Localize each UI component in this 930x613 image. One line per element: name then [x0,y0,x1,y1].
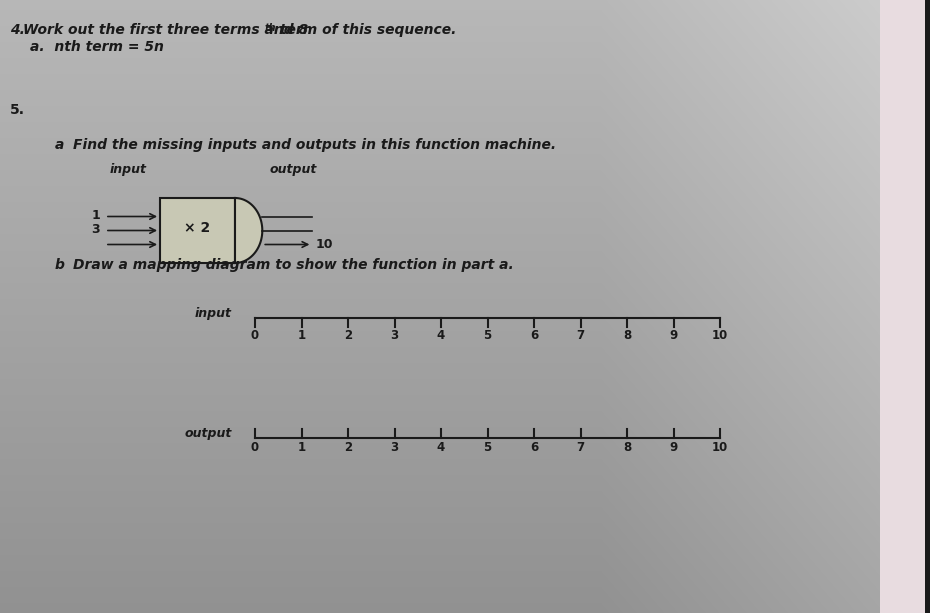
Text: input: input [195,308,232,321]
Text: a: a [55,138,64,152]
Text: 8: 8 [623,441,631,454]
Text: Find the missing inputs and outputs in this function machine.: Find the missing inputs and outputs in t… [73,138,556,152]
Text: output: output [185,427,232,441]
Text: 7: 7 [577,329,585,342]
Text: 1: 1 [91,209,100,222]
Text: 2: 2 [344,441,352,454]
Text: 4.: 4. [10,23,25,37]
Text: 0: 0 [251,441,259,454]
Text: 1: 1 [298,329,306,342]
Text: 6: 6 [530,329,538,342]
Text: th: th [265,23,276,33]
Text: 2: 2 [344,329,352,342]
Text: Draw a mapping diagram to show the function in part a.: Draw a mapping diagram to show the funct… [73,258,513,272]
Text: 4: 4 [437,441,445,454]
Text: 3: 3 [391,329,399,342]
Text: 3: 3 [391,441,399,454]
Text: 10: 10 [711,329,728,342]
Bar [925,0,930,613]
Text: term of this sequence.: term of this sequence. [275,23,457,37]
Text: 5.: 5. [10,103,25,117]
Text: 7: 7 [577,441,585,454]
Bar [880,0,930,613]
Text: Work out the first three terms and 8: Work out the first three terms and 8 [23,23,308,37]
Text: output: output [270,163,317,176]
Text: 6: 6 [530,441,538,454]
Text: 5: 5 [484,441,492,454]
Polygon shape [235,198,262,263]
Text: 1: 1 [298,441,306,454]
Text: 5: 5 [484,329,492,342]
Text: a.  nth term = 5n: a. nth term = 5n [30,40,164,54]
Text: 9: 9 [670,441,678,454]
Bar [160,198,235,263]
Text: 9: 9 [670,329,678,342]
Text: 8: 8 [623,329,631,342]
Text: 3: 3 [91,223,100,236]
Text: input: input [110,163,147,176]
Text: × 2: × 2 [184,221,210,235]
Text: 0: 0 [251,329,259,342]
Text: 10: 10 [315,238,333,251]
Text: b: b [55,258,65,272]
Text: 4: 4 [437,329,445,342]
Text: 10: 10 [711,441,728,454]
